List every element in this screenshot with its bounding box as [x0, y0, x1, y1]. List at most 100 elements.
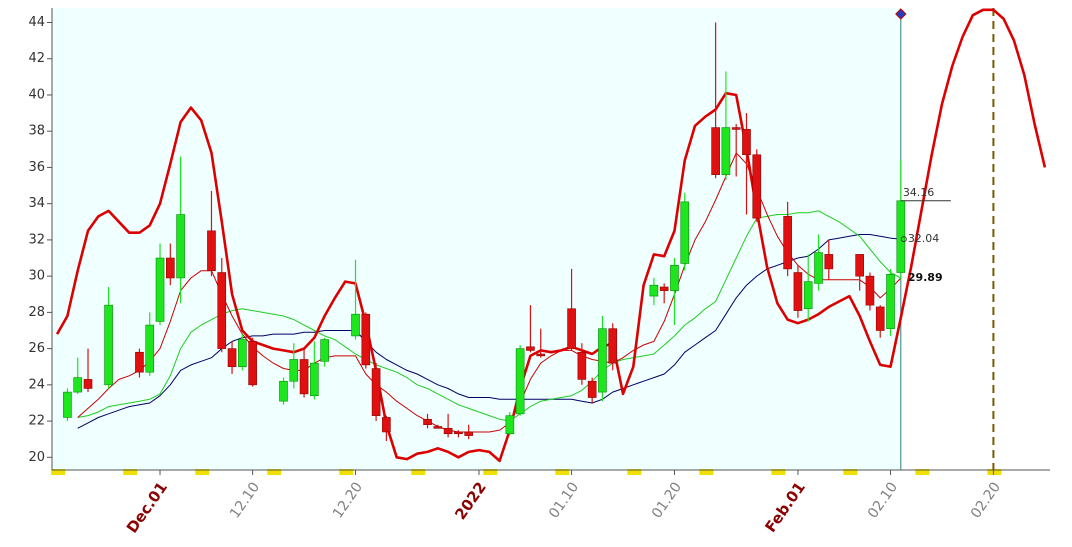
- candle-body: [515, 348, 525, 415]
- y-tick-label: 28: [28, 305, 45, 320]
- y-tick-label: 20: [28, 450, 45, 465]
- candle-body: [567, 308, 576, 349]
- axis-marker: [339, 469, 354, 475]
- y-tick-label: 42: [28, 51, 45, 66]
- candle-body: [104, 304, 113, 386]
- y-tick-label: 24: [28, 377, 45, 392]
- candle-body: [598, 328, 607, 393]
- candle-body: [587, 380, 597, 398]
- axis-marker: [771, 469, 786, 475]
- axis-marker: [195, 469, 210, 475]
- y-tick-label: 32: [28, 232, 45, 247]
- y-tick-label: 22: [28, 414, 45, 429]
- candle-body: [783, 216, 792, 270]
- candle-body: [680, 201, 690, 264]
- candle-body: [279, 380, 288, 402]
- candle-body: [875, 306, 885, 331]
- axis-marker: [843, 469, 858, 475]
- y-tick-label: 30: [28, 269, 45, 284]
- candle-body: [608, 328, 618, 364]
- candle-body: [289, 359, 299, 382]
- candle-body: [433, 426, 443, 429]
- candle-body: [176, 214, 185, 279]
- candle-body: [248, 341, 257, 386]
- x-tick-label: 02.10: [865, 479, 901, 521]
- axis-marker: [123, 469, 138, 475]
- last-value-dot: [900, 236, 907, 243]
- last-value-label: 29.89: [908, 271, 943, 284]
- current-day-diamond: [895, 8, 907, 20]
- candle-body: [711, 127, 720, 175]
- candle-body: [855, 254, 864, 277]
- candle-body: [145, 324, 155, 373]
- candle-body: [454, 431, 463, 435]
- candle-body: [320, 339, 329, 362]
- candle-body: [83, 379, 93, 389]
- candle-body: [310, 362, 319, 397]
- x-tick-label: 01.20: [649, 479, 685, 521]
- axis-marker: [267, 469, 282, 475]
- candle-body: [505, 415, 515, 435]
- candle-body: [731, 127, 741, 130]
- axis-marker: [699, 469, 714, 475]
- y-tick-label: 38: [28, 124, 45, 139]
- candle-body: [361, 313, 371, 366]
- axis-marker: [411, 469, 426, 475]
- axis-marker: [915, 469, 930, 475]
- candle-body: [227, 348, 237, 368]
- indicator-line: [77, 210, 902, 422]
- axis-marker: [555, 469, 570, 475]
- candle-body: [371, 368, 381, 416]
- last-price-label: 34.16: [903, 186, 935, 199]
- candle-body: [464, 431, 474, 436]
- x-tick-label: Feb.01: [761, 479, 809, 536]
- candle-body: [73, 377, 83, 393]
- candle-body: [207, 230, 216, 272]
- y-tick-label: 34: [28, 196, 45, 211]
- y-tick-label: 44: [28, 15, 45, 30]
- candle-body: [649, 284, 659, 297]
- indicator-line: [77, 234, 901, 429]
- candle-body: [155, 257, 165, 322]
- candle-body: [443, 428, 453, 435]
- y-tick-label: 26: [28, 341, 45, 356]
- y-tick-label: 36: [28, 160, 45, 175]
- candle-body: [721, 127, 731, 175]
- candle-body: [238, 339, 247, 368]
- axis-marker: [483, 469, 498, 475]
- candle-body: [217, 272, 227, 349]
- plot-background: [52, 8, 901, 470]
- candle-body: [752, 154, 762, 219]
- axis-marker: [627, 469, 642, 475]
- candle-body: [803, 281, 813, 310]
- candle-body: [577, 351, 587, 380]
- x-tick-label: Dec.01: [123, 479, 171, 537]
- indicator-line: [55, 8, 1047, 463]
- y-tick-label: 40: [28, 87, 45, 102]
- candle-body: [824, 254, 834, 270]
- x-tick-label: 12.10: [227, 479, 263, 521]
- candle-body: [886, 274, 895, 329]
- candle-body: [526, 346, 535, 351]
- candle-body: [793, 272, 803, 311]
- axis-marker: [987, 469, 1002, 475]
- candle-body: [135, 351, 144, 373]
- candle-body: [742, 129, 751, 156]
- candle-body: [382, 417, 391, 433]
- x-tick-label: 01.10: [546, 479, 582, 521]
- candle-body: [670, 264, 679, 291]
- indicator-line: [77, 152, 902, 433]
- x-tick-label: 12.20: [330, 479, 366, 521]
- candle-body: [659, 286, 669, 291]
- candle-body: [536, 353, 546, 357]
- candle-body: [423, 418, 432, 426]
- candle-body: [63, 391, 72, 418]
- candle-body: [865, 275, 875, 306]
- candle-body: [299, 359, 309, 395]
- candle-body: [814, 252, 823, 284]
- x-tick-label: 2022: [451, 479, 490, 524]
- x-tick-label: 02.20: [968, 479, 1004, 521]
- candle-body: [351, 313, 360, 337]
- candle-body: [166, 257, 175, 279]
